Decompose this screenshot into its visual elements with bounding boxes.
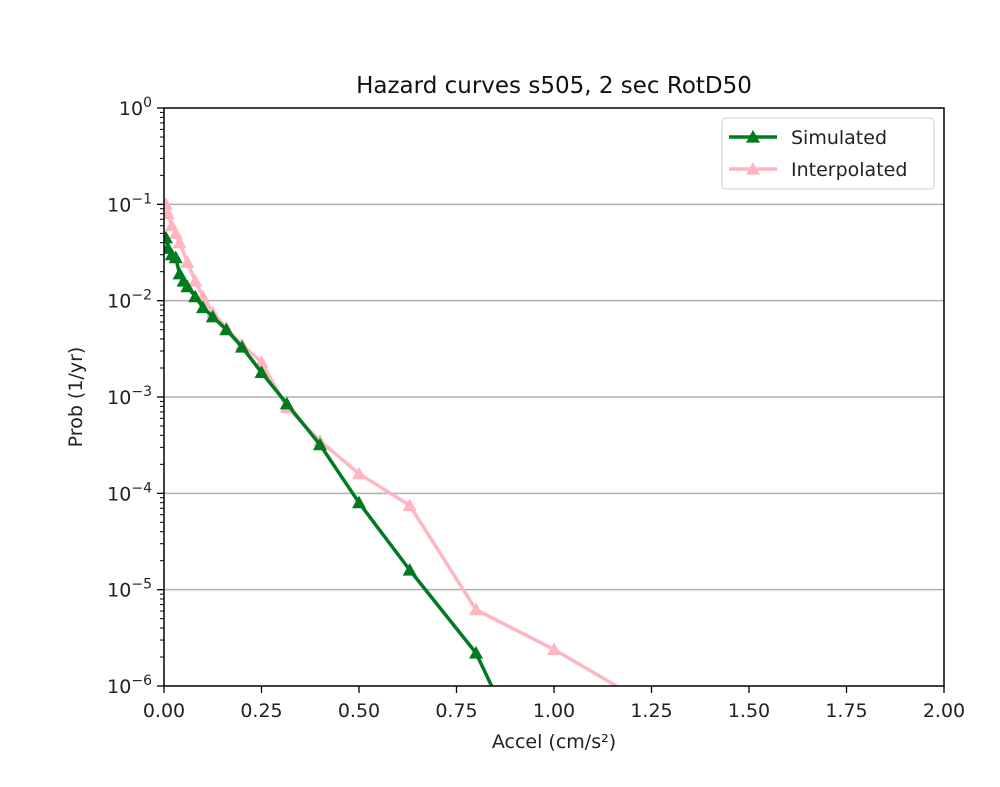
data-point [352,466,366,480]
legend-marker [746,130,760,143]
data-point [352,495,366,509]
grid-lines [164,203,944,591]
y-tick-label: 10−4 [107,480,152,505]
data-point [547,642,561,655]
series-line [164,203,618,686]
legend-marker [746,162,760,175]
legend-label: Simulated [791,127,887,149]
y-tick-label: 10−2 [107,288,152,313]
data-point [469,602,483,616]
legend: Simulated Interpolated [721,117,935,190]
y-axis-label: Prob (1/yr) [65,347,87,448]
y-tick-label: 10−1 [107,191,152,216]
data-point [235,340,249,353]
data-point [168,250,183,264]
x-tick-label: 0.25 [240,700,282,722]
data-point [188,289,203,303]
plot-area [164,197,618,686]
data-point [205,309,220,323]
data-point [254,355,269,368]
x-axis: 0.00 0.25 0.50 0.75 1.00 1.25 1.50 1.75 2.00 [143,686,965,722]
data-point [164,206,175,220]
legend-label: Interpolated [791,159,907,181]
data-point [180,279,195,293]
data-point [469,646,483,659]
y-tick-label: 100 [119,95,152,120]
data-point [164,230,173,244]
y-tick-label: 10−6 [107,673,152,698]
x-tick-label: 1.75 [825,700,867,722]
data-point [172,235,187,249]
chart-title: Hazard curves s505, 2 sec RotD50 [356,73,752,99]
x-tick-label: 0.50 [338,700,380,722]
x-tick-label: 1.25 [630,700,672,722]
data-point [313,437,327,451]
x-tick-label: 2.00 [923,700,965,722]
data-point [164,197,173,210]
data-point [196,300,210,314]
data-point [279,396,294,410]
data-point [188,274,203,287]
data-point [402,498,417,511]
data-point [402,563,417,576]
data-point [219,322,234,336]
x-tick-label: 0.75 [435,700,477,722]
series-interpolated [164,197,618,686]
y-axis: 100 10−1 10−2 10−3 10−4 10−5 10−6 [107,95,164,698]
data-point [180,255,195,268]
data-point [168,226,183,239]
y-tick-label: 10−3 [107,384,152,409]
x-tick-label: 0.00 [143,700,185,722]
data-point [254,365,269,379]
x-axis-label: Accel (cm/s²) [492,731,616,753]
y-tick-label: 10−5 [107,577,152,602]
series-simulated [164,230,494,686]
x-tick-label: 1.00 [533,700,575,722]
x-tick-label: 1.50 [728,700,770,722]
series-line [164,237,494,686]
